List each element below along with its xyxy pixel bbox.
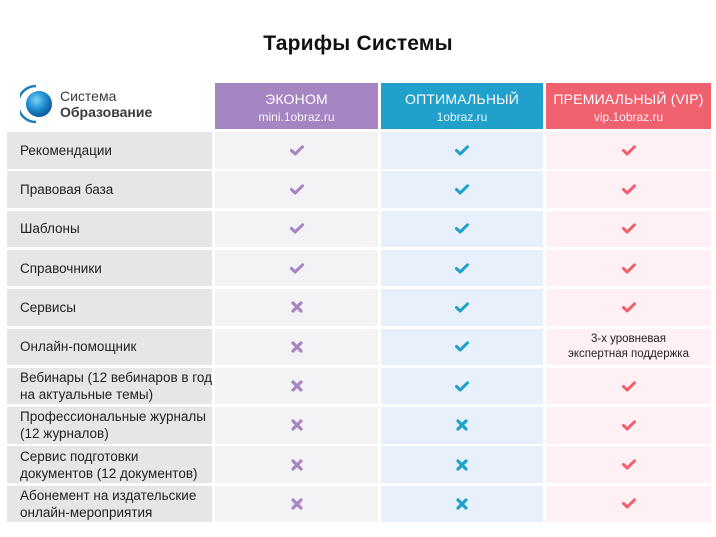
econom-cell (215, 210, 378, 248)
feature-label: Профессиональные журналы (12 журналов) (7, 407, 212, 444)
feature-label: Абонемент на издательские онлайн-меропри… (7, 485, 212, 523)
optimal-cell (381, 407, 543, 444)
check-icon (289, 184, 304, 195)
check-icon (455, 302, 469, 313)
check-icon (289, 223, 304, 234)
premium-cell (546, 249, 711, 287)
plan-site: mini.1obraz.ru (258, 110, 335, 124)
econom-cell (215, 289, 378, 326)
plan-site: 1obraz.ru (436, 110, 488, 124)
econom-cell (215, 446, 378, 483)
table-row: Вебинары (12 вебинаров в год на актуальн… (0, 367, 716, 405)
logo-line1: Система (60, 88, 117, 104)
check-icon (621, 223, 636, 234)
plan-name: ЭКОНОМ (265, 91, 328, 107)
feature-label: Сервисы (7, 289, 212, 326)
cross-icon (290, 419, 303, 431)
optimal-cell (381, 328, 543, 365)
check-icon (621, 459, 636, 470)
check-icon (455, 145, 469, 156)
premium-cell (546, 289, 711, 326)
econom-cell (215, 249, 378, 287)
logo: Система Образование (20, 84, 210, 124)
table-row: Сервис подготовки документов (12 докумен… (0, 446, 716, 483)
feature-label: Онлайн-помощник (7, 328, 212, 365)
premium-cell (546, 485, 711, 523)
plan-header-econom: ЭКОНОМ mini.1obraz.ru (215, 83, 378, 129)
optimal-cell (381, 485, 543, 523)
check-icon (455, 262, 469, 274)
cross-icon (456, 498, 468, 510)
premium-cell (546, 367, 711, 405)
premium-cell (546, 446, 711, 483)
optimal-cell (381, 171, 543, 208)
feature-note: 3-х уровневая экспертная поддержка (568, 332, 689, 360)
check-icon (455, 223, 469, 234)
plan-name: ПРЕМИАЛЬНЫЙ (VIP) (553, 91, 704, 107)
optimal-cell (381, 210, 543, 248)
optimal-cell (381, 132, 543, 169)
check-icon (621, 145, 636, 156)
premium-cell (546, 407, 711, 444)
feature-label: Вебинары (12 вебинаров в год на актуальн… (7, 367, 212, 405)
check-icon (621, 262, 636, 274)
page-title: Тарифы Системы (263, 32, 453, 55)
check-icon (289, 262, 304, 274)
premium-cell (546, 132, 711, 169)
econom-cell (215, 132, 378, 169)
check-icon (621, 380, 636, 392)
cross-icon (456, 419, 468, 431)
econom-cell (215, 485, 378, 523)
check-icon (621, 302, 636, 313)
premium-cell (546, 210, 711, 248)
logo-line2: Образование (60, 104, 153, 120)
optimal-cell (381, 446, 543, 483)
table-row: Рекомендации (0, 132, 716, 169)
plan-header-premium: ПРЕМИАЛЬНЫЙ (VIP) vip.1obraz.ru (546, 83, 711, 129)
globe-logo-icon (20, 84, 52, 124)
cross-icon (290, 498, 303, 510)
premium-cell: 3-х уровневая экспертная поддержка (546, 328, 711, 365)
check-icon (289, 145, 304, 156)
econom-cell (215, 407, 378, 444)
check-icon (621, 498, 636, 509)
table-row: Справочники (0, 249, 716, 287)
check-icon (621, 420, 636, 431)
table-row: Правовая база (0, 171, 716, 208)
check-icon (455, 341, 469, 352)
plan-name: ОПТИМАЛЬНЫЙ (404, 91, 519, 107)
table-row: Шаблоны (0, 210, 716, 248)
check-icon (621, 184, 636, 195)
check-icon (455, 380, 469, 392)
cross-icon (290, 301, 303, 314)
cross-icon (290, 459, 303, 471)
cross-icon (290, 380, 303, 392)
econom-cell (215, 171, 378, 208)
optimal-cell (381, 367, 543, 405)
feature-label: Сервис подготовки документов (12 докумен… (7, 446, 212, 483)
feature-label: Шаблоны (7, 210, 212, 248)
plan-header-optimal: ОПТИМАЛЬНЫЙ 1obraz.ru (381, 83, 543, 129)
optimal-cell (381, 249, 543, 287)
feature-label: Справочники (7, 249, 212, 287)
cross-icon (456, 459, 468, 471)
feature-label: Рекомендации (7, 132, 212, 169)
premium-cell (546, 171, 711, 208)
table-row: Онлайн-помощник 3-х уровневая экспертная … (0, 328, 716, 365)
econom-cell (215, 328, 378, 365)
feature-label: Правовая база (7, 171, 212, 208)
table-row: Сервисы (0, 289, 716, 326)
plan-site: vip.1obraz.ru (593, 110, 664, 124)
optimal-cell (381, 289, 543, 326)
table-row: Профессиональные журналы (12 журналов) (0, 407, 716, 444)
econom-cell (215, 367, 378, 405)
check-icon (455, 184, 469, 195)
table-row: Абонемент на издательские онлайн-меропри… (0, 485, 716, 523)
cross-icon (290, 341, 303, 353)
